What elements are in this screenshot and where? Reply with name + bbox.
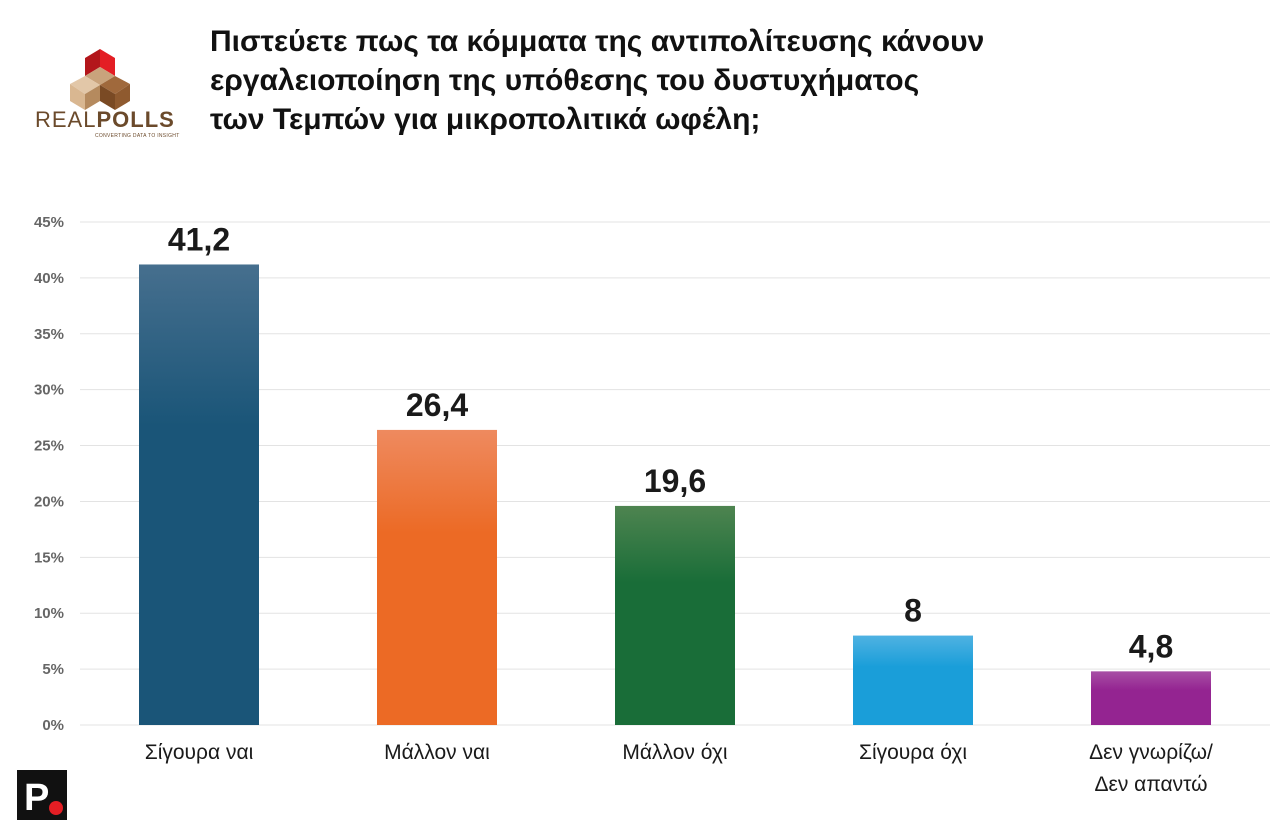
title-line-3: των Τεμπών για μικροπολιτικά ωφέλη; [210,103,761,136]
x-tick-label: Σίγουρα ναι [145,741,254,764]
data-label: 4,8 [1129,628,1173,664]
title-line-2: εργαλειοποίηση της υπόθεσης του δυστυχήμ… [210,64,920,97]
data-label: 41,2 [168,221,230,257]
data-label: 26,4 [406,387,468,423]
svg-text:P: P [24,777,49,819]
data-label: 19,6 [644,463,706,499]
bar [377,429,497,725]
y-tick-label: 45% [34,214,64,231]
bar [1091,671,1211,725]
realpolls-logo [70,49,130,110]
bar-chart: 0% 5% 10% 15% 20% 25% 30% 35% 40% 45% 41,2 Σίγουρα … [34,214,1270,796]
y-tick-label: 35% [34,326,64,343]
x-tick-label: Δεν γνωρίζω/Δεν απαντώ [1089,741,1213,796]
publisher-logo: P [17,770,67,820]
bar [615,505,735,725]
y-tick-label: 30% [34,382,64,399]
x-tick-label: Μάλλον όχι [622,741,727,764]
data-label: 8 [904,593,922,629]
y-tick-label: 5% [42,661,64,678]
logo-tagline: CONVERTING DATA TO INSIGHT [95,133,180,139]
y-tick-label: 40% [34,270,64,287]
y-tick-label: 0% [42,717,64,734]
title-line-1: Πιστεύετε πως τα κόμματα της αντιπολίτευ… [210,25,985,58]
y-tick-label: 15% [34,549,64,566]
y-tick-label: 25% [34,438,64,455]
x-tick-label: Σίγουρα όχι [859,741,967,764]
x-tick-label: Μάλλον ναι [384,741,490,764]
bar [139,264,259,725]
y-tick-label: 10% [34,605,64,622]
bar [853,635,973,725]
logo-wordmark: REALPOLLS [35,107,175,132]
y-tick-label: 20% [34,493,64,510]
chart-title: Πιστεύετε πως τα κόμματα της αντιπολίτευ… [210,22,1250,139]
